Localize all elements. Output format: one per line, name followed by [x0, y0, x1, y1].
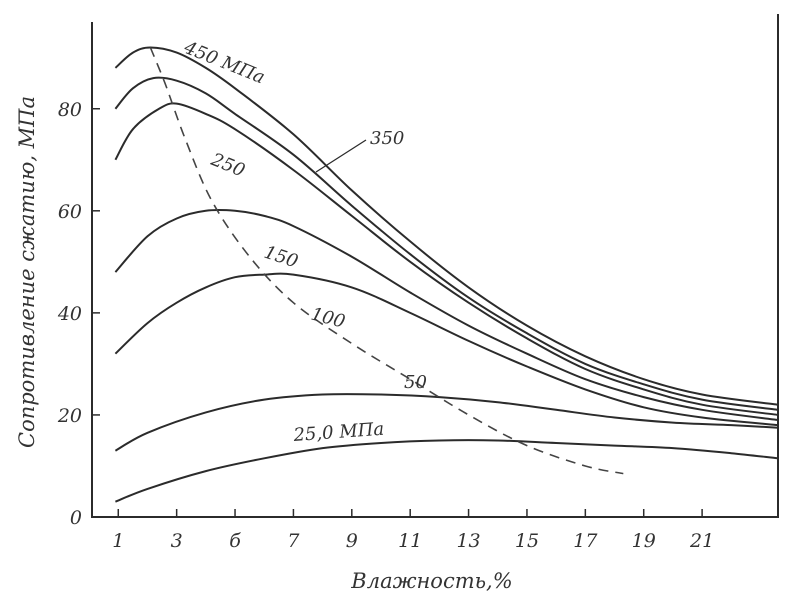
series-label-250: 250 [207, 149, 248, 182]
series-label-350: 350 [370, 128, 404, 149]
series-curve-100 [114, 272, 779, 427]
series-curve-dashed [149, 47, 624, 475]
x-tick-label: 17 [573, 530, 598, 552]
y-tick-label: 80 [58, 99, 82, 121]
series-curves [114, 46, 779, 503]
series-curve-50 [114, 393, 779, 452]
y-tick-label: 0 [70, 507, 82, 529]
x-tick-label: 11 [398, 530, 422, 552]
x-tick-label: 9 [346, 530, 358, 552]
x-tick-label: 3 [171, 530, 183, 552]
y-axis-title: Сопротивление сжатию, МПа [15, 96, 39, 448]
x-tick-label: 15 [515, 530, 539, 552]
y-tick-label: 40 [57, 303, 82, 325]
series-label-100: 100 [309, 304, 348, 333]
y-tick-label: 60 [58, 201, 82, 223]
x-tick-label: 1 [112, 530, 124, 552]
series-label-150: 150 [261, 242, 300, 273]
x-tick-label: 13 [456, 530, 480, 552]
series-curve-450-мпа [114, 46, 779, 406]
tick-marks [92, 108, 703, 518]
label-leader-line [315, 139, 367, 173]
series-curve-25-0-мпа [115, 439, 779, 503]
x-tick-label: 21 [689, 530, 714, 552]
y-tick-label: 20 [57, 405, 82, 427]
x-axis-title: Влажность,% [350, 569, 512, 593]
series-label-50: 50 [404, 372, 427, 393]
series-curve-350 [114, 76, 779, 411]
x-tick-label: б [229, 530, 241, 552]
series-curve-250 [114, 102, 779, 416]
series-curve-150 [114, 209, 779, 421]
series-label-25-0-мпа: 25,0 МПа [292, 419, 385, 446]
x-tick-label: 19 [632, 530, 656, 552]
axes [91, 14, 779, 518]
x-tick-label: 7 [287, 530, 300, 552]
axis-frame [91, 14, 779, 518]
